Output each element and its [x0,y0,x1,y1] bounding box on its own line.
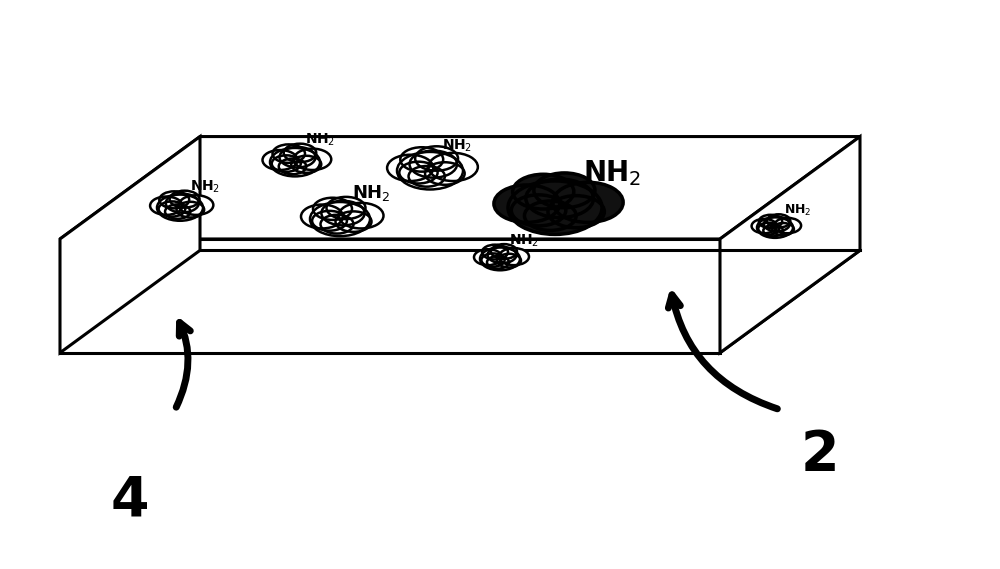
Circle shape [159,191,189,208]
Text: NH$_2$: NH$_2$ [509,232,539,249]
Circle shape [387,155,433,181]
Circle shape [399,162,438,183]
Circle shape [480,248,520,270]
Circle shape [497,254,521,267]
Text: 4: 4 [111,474,149,527]
Circle shape [165,204,190,219]
Circle shape [513,174,574,209]
Circle shape [752,219,777,233]
Circle shape [157,195,203,221]
Text: NH$_2$: NH$_2$ [305,131,335,148]
Circle shape [553,182,623,222]
Text: NH$_2$: NH$_2$ [784,203,811,218]
Circle shape [321,201,365,225]
Circle shape [764,217,790,232]
Circle shape [166,193,199,213]
Polygon shape [60,250,860,353]
Circle shape [511,195,566,226]
Text: NH$_2$: NH$_2$ [442,137,472,154]
Circle shape [280,147,316,167]
Circle shape [320,215,354,234]
Circle shape [279,159,306,174]
Circle shape [428,153,478,181]
Circle shape [759,215,782,228]
Circle shape [415,146,458,171]
Circle shape [488,247,516,263]
Circle shape [526,179,594,217]
Polygon shape [60,137,200,353]
Circle shape [763,225,783,236]
Polygon shape [720,137,860,353]
Circle shape [548,196,604,228]
Circle shape [499,248,529,265]
Circle shape [170,191,200,208]
Circle shape [524,201,576,230]
Circle shape [150,196,182,215]
Circle shape [487,256,509,269]
Circle shape [159,201,185,217]
Circle shape [262,150,298,170]
Circle shape [179,195,213,215]
Text: NH$_2$: NH$_2$ [190,179,220,195]
Circle shape [272,155,301,172]
Circle shape [294,149,331,170]
Circle shape [758,222,779,234]
Circle shape [310,202,370,236]
Circle shape [772,223,794,236]
Circle shape [397,152,463,189]
Circle shape [313,197,352,220]
Circle shape [534,173,595,208]
Circle shape [270,148,320,176]
Circle shape [774,218,801,233]
Circle shape [272,145,305,163]
Polygon shape [60,239,720,353]
Circle shape [336,211,372,232]
Circle shape [409,166,445,187]
Circle shape [757,217,793,238]
Circle shape [339,203,384,229]
Circle shape [291,156,321,173]
Text: NH$_2$: NH$_2$ [352,183,391,203]
Circle shape [481,253,505,267]
Text: 2: 2 [801,428,839,482]
Text: NH$_2$: NH$_2$ [583,158,641,188]
Circle shape [312,211,347,230]
Circle shape [326,197,366,219]
Circle shape [494,185,560,222]
Circle shape [284,144,316,162]
Circle shape [177,202,204,217]
Circle shape [508,181,602,234]
Polygon shape [60,137,860,239]
Circle shape [491,244,517,259]
Circle shape [425,162,465,185]
Circle shape [767,215,790,228]
Circle shape [474,249,502,265]
Circle shape [410,151,457,178]
Circle shape [482,245,508,259]
Circle shape [301,205,343,229]
Circle shape [400,147,443,172]
